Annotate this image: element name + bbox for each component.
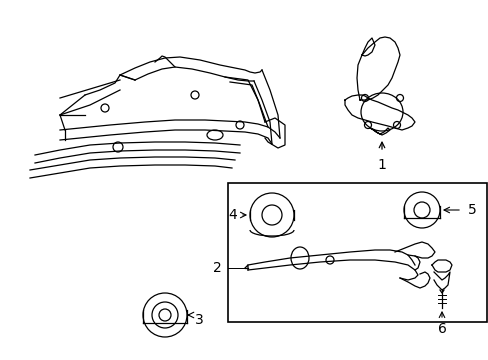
Text: 5: 5 [467,203,476,217]
Text: 2: 2 [213,261,222,275]
Bar [227,183,486,322]
Text: 3: 3 [195,313,203,327]
Text: 1: 1 [377,158,386,172]
Text: 4: 4 [228,208,237,222]
Text: 6: 6 [437,322,446,336]
